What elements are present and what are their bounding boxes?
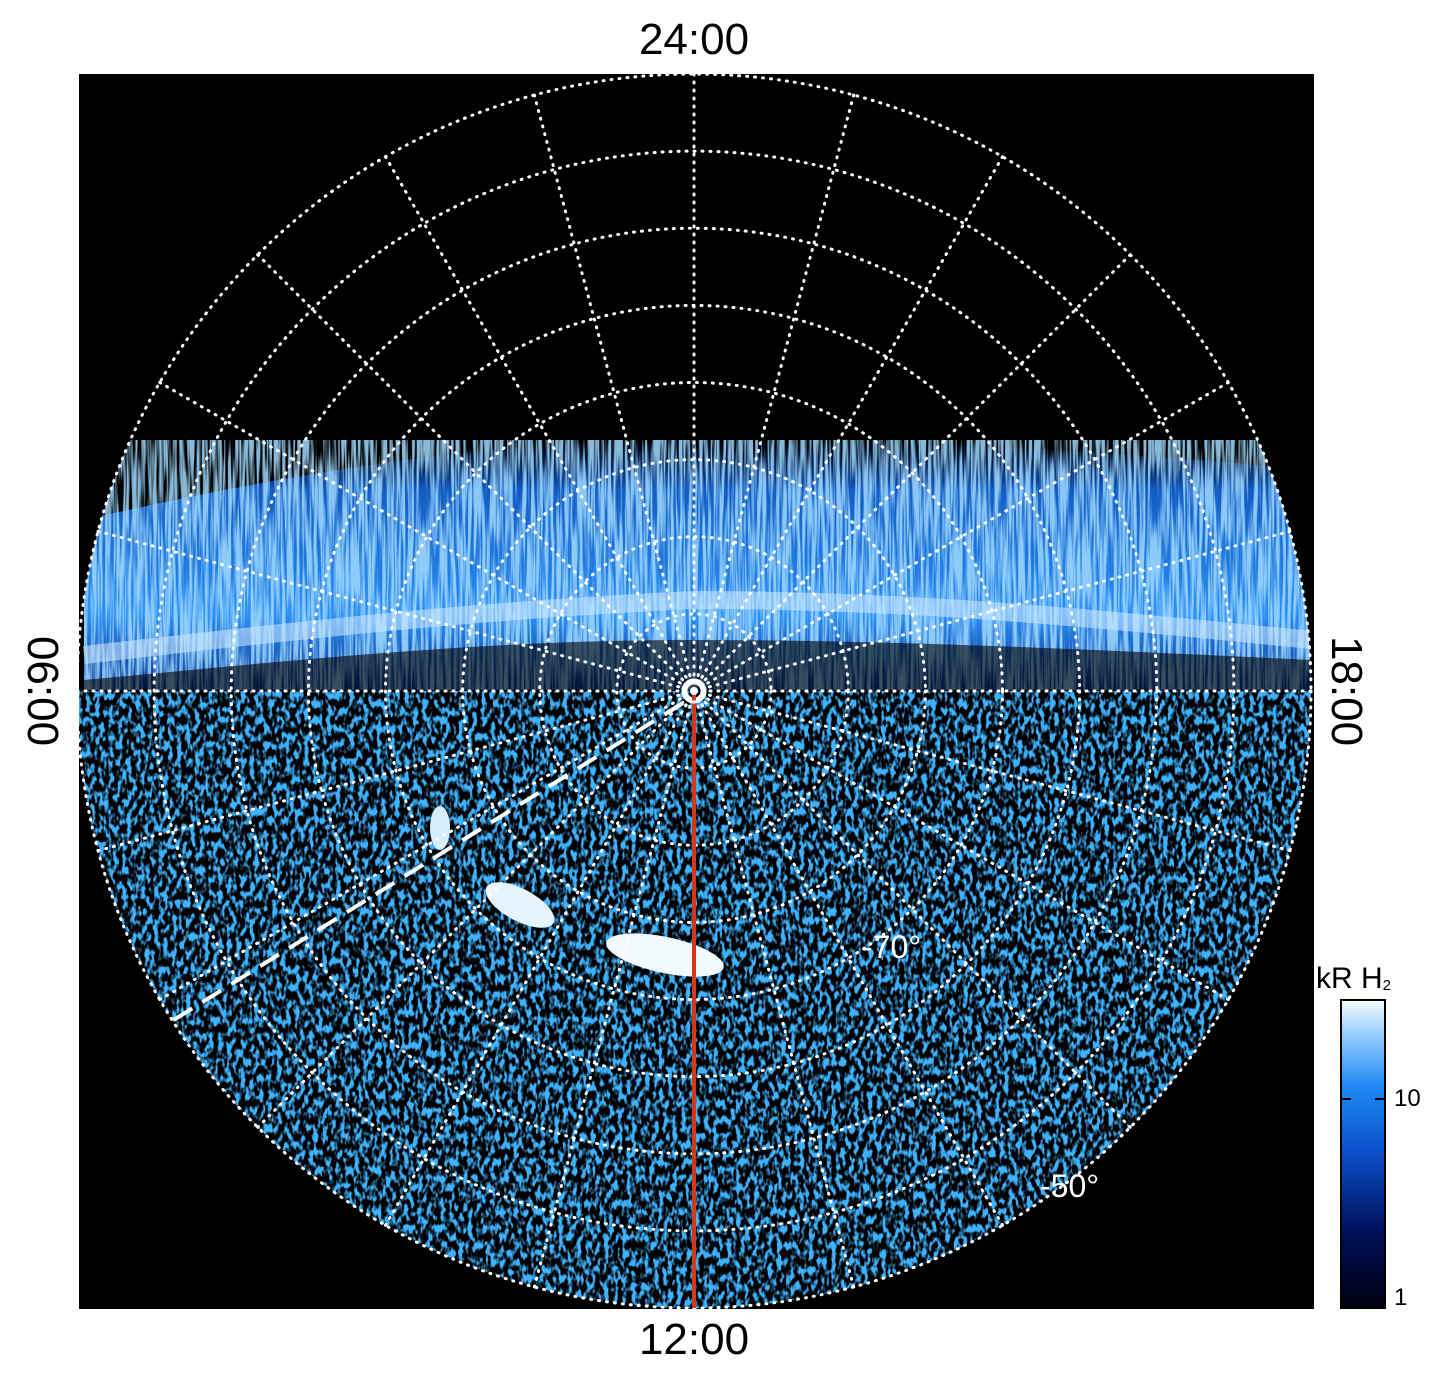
colorbar-tick-10: 10 (1394, 1085, 1421, 1112)
pole-marker (681, 678, 707, 704)
mlt-meridian (158, 689, 696, 1001)
pole-dot (690, 687, 698, 695)
mlt-meridian (96, 689, 696, 853)
mlt-label-noon: 12:00 (638, 1315, 750, 1364)
mlt-meridian (532, 93, 696, 693)
mlt-meridian (692, 155, 1004, 693)
mlt-meridian (692, 93, 856, 693)
bright-spot-1 (485, 882, 555, 928)
mlt-meridian (532, 689, 696, 1289)
main-oval-ridge (82, 590, 1311, 664)
mlt-meridian (692, 381, 1230, 693)
dark-gap (84, 640, 1311, 690)
colorbar-title: kR H2 (1316, 962, 1392, 995)
mlt-meridian (256, 689, 696, 1129)
mlt-meridian (692, 529, 1292, 693)
latitude-label-50: -50° (1040, 1168, 1099, 1204)
mlt-meridian (384, 155, 696, 693)
colorbar-tick-1: 1 (1394, 1284, 1408, 1311)
mlt-meridian (692, 689, 1132, 1129)
mlt-meridian (256, 253, 696, 693)
mlt-meridian (692, 253, 1132, 693)
mlt-meridian (692, 689, 1230, 1001)
colorbar (1340, 999, 1386, 1309)
mlt-meridian (384, 689, 696, 1227)
bright-spot-3 (430, 806, 450, 850)
mlt-meridian (692, 689, 1004, 1227)
mlt-meridian (692, 689, 856, 1289)
latitude-label-70: -70° (862, 929, 921, 965)
mlt-meridian (692, 689, 1292, 853)
mlt-meridian (96, 529, 696, 693)
mlt-label-midnight: 24:00 (638, 15, 750, 64)
mlt-meridian (158, 381, 696, 693)
latitude-circle (384, 381, 1004, 1001)
